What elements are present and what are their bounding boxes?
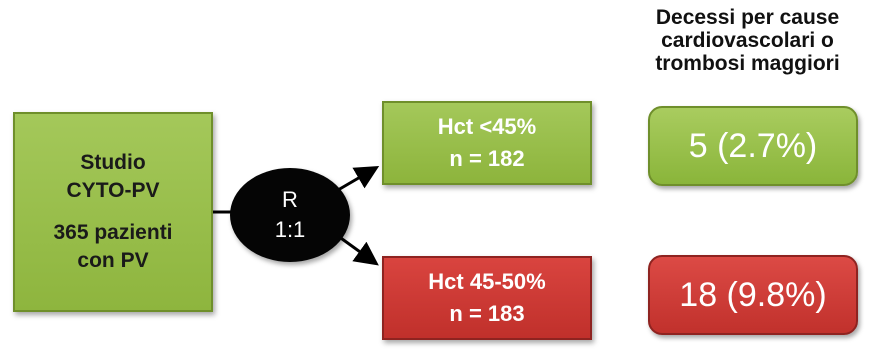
- outcome-header: Decessi per cause cardiovascolari o trom…: [630, 6, 865, 75]
- outcome-header-line-2: cardiovascolari o: [661, 29, 834, 52]
- study-population-line-1: 365 pazienti: [53, 221, 173, 244]
- outcome-header-line-3: trombosi maggiori: [655, 52, 840, 75]
- arm-box-hct-45-50: Hct 45-50% n = 183: [382, 256, 592, 340]
- arm-1-label: Hct <45%: [437, 114, 537, 139]
- result-2-value: 18 (9.8%): [679, 275, 827, 314]
- arm-2-label: Hct 45-50%: [428, 269, 546, 294]
- arm-box-hct-below-45: Hct <45% n = 182: [382, 101, 592, 185]
- study-name-line-1: Studio: [80, 151, 146, 174]
- arm-2-count: n = 183: [449, 301, 525, 326]
- study-name-line-2: CYTO-PV: [66, 179, 160, 202]
- arrow-to-arm-1: [337, 165, 380, 192]
- arrow-to-arm-2: [337, 234, 379, 266]
- study-population-line-2: con PV: [77, 249, 149, 272]
- result-box-arm-2: 18 (9.8%): [648, 255, 858, 335]
- randomization-label: R: [282, 187, 298, 212]
- randomization-node: R 1:1: [230, 168, 350, 262]
- study-box: Studio CYTO-PV 365 pazienti con PV: [13, 112, 213, 312]
- result-box-arm-1: 5 (2.7%): [648, 106, 858, 186]
- result-1-value: 5 (2.7%): [688, 126, 818, 165]
- randomization-ratio: 1:1: [274, 217, 306, 242]
- outcome-header-line-1: Decessi per cause: [655, 6, 840, 29]
- arm-1-count: n = 182: [449, 146, 525, 171]
